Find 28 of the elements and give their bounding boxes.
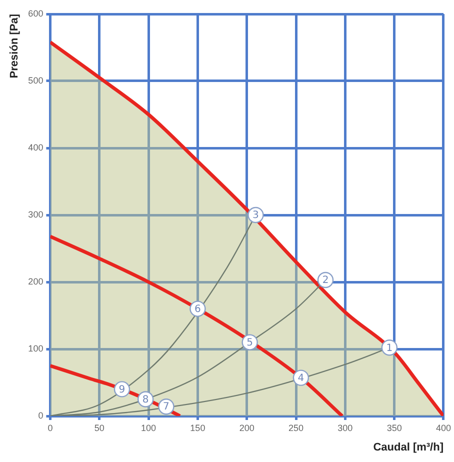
annotation: 9: [118, 384, 126, 396]
line-series: [50, 364, 182, 416]
annotation: 2: [322, 275, 329, 286]
annotation: 4: [298, 372, 304, 384]
x-tick-label: 250: [288, 422, 304, 433]
annotation: 8: [142, 394, 149, 406]
x-axis-title: Caudal [m³/h]: [373, 441, 444, 454]
y-tick-label: 300: [28, 209, 44, 220]
x-tick-label: 200: [239, 422, 254, 433]
x-tick-label: 400: [436, 422, 452, 433]
y-tick-label: 400: [28, 142, 44, 152]
x-tick-label: 100: [141, 422, 156, 433]
y-tick-label: 500: [28, 75, 44, 86]
annotation: 6: [194, 304, 201, 315]
annotation: 7: [163, 402, 170, 413]
y-tick-label: 0: [38, 410, 44, 420]
x-tick-label: 50: [94, 422, 104, 433]
x-tick-label: 150: [190, 422, 206, 433]
y-tick-label: 600: [28, 8, 44, 18]
y-axis-title: Presión [Pa]: [8, 14, 21, 78]
x-tick-label: 300: [338, 422, 353, 433]
x-tick-label: 0: [48, 422, 53, 433]
annotation: 1: [386, 342, 393, 354]
annotation: 5: [246, 337, 253, 348]
annotation: 3: [252, 210, 259, 222]
x-tick-label: 350: [386, 422, 402, 433]
y-tick-label: 100: [28, 343, 44, 354]
y-tick-label: 200: [28, 276, 44, 286]
